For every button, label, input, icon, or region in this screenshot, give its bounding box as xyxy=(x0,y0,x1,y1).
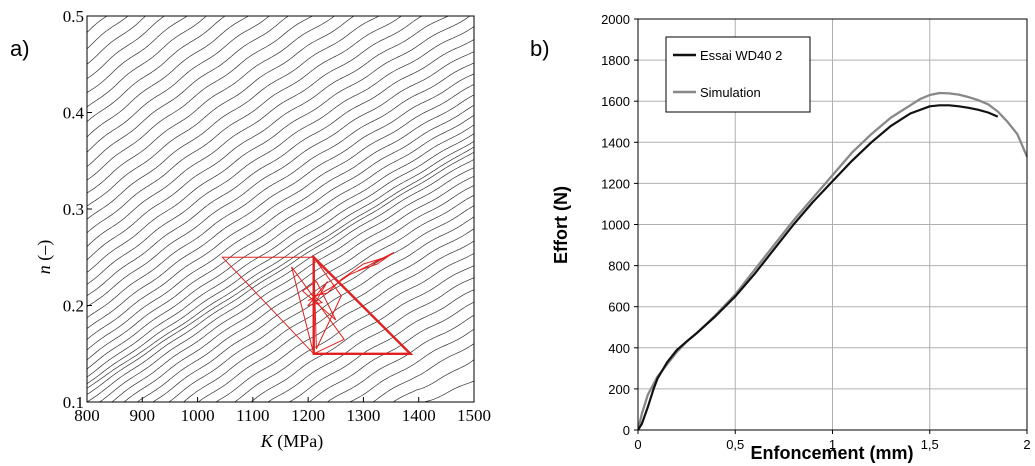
y-tick-label: 0.5 xyxy=(63,7,84,26)
y-tick-label: 1400 xyxy=(601,135,630,150)
contour-line xyxy=(87,16,313,181)
y-tick-label: 0.1 xyxy=(63,393,84,412)
contour-line xyxy=(198,228,474,402)
contour-line xyxy=(87,16,471,273)
contour-line xyxy=(183,216,474,402)
y-tick-label: 600 xyxy=(608,300,630,315)
contour-line xyxy=(87,104,474,361)
contour-line xyxy=(87,124,474,378)
x-tick-label: 1400 xyxy=(402,406,436,425)
contour-line xyxy=(87,16,108,33)
contour-line xyxy=(87,16,207,108)
y-tick-label: 2000 xyxy=(601,12,630,27)
x-axis-label-b: Enfoncement (mm) xyxy=(750,443,913,463)
panel-label-a: a) xyxy=(10,36,30,61)
line-chart-panel: 0 0,5 1 1,5 2 0 200 400 600 800 1000 1200 1400 1600 18… xyxy=(530,12,1031,463)
y-tick-label: 200 xyxy=(608,382,630,397)
contour-line xyxy=(87,51,474,307)
trajectory-path xyxy=(306,251,395,307)
y-tick-label: 1000 xyxy=(601,218,630,233)
x-tick-label: 0 xyxy=(634,437,641,452)
x-tick-label: 0,5 xyxy=(726,437,744,452)
y-tick-label: 800 xyxy=(608,259,630,274)
contour-line xyxy=(87,16,226,122)
contour-line xyxy=(87,16,335,194)
contour-line xyxy=(87,141,474,389)
y-tick-label: 1600 xyxy=(601,94,630,109)
contour-line xyxy=(87,151,474,402)
simplex-triangle xyxy=(221,256,315,356)
y-tick-label: 400 xyxy=(608,341,630,356)
contour-line xyxy=(111,167,474,402)
legend: Essai WD40 2 Simulation xyxy=(665,36,811,113)
y-tick-label: 0.2 xyxy=(63,297,84,316)
y-tick-label: 1200 xyxy=(601,176,630,191)
x-tick-label: 800 xyxy=(74,406,100,425)
contour-line xyxy=(87,73,474,329)
contour-line xyxy=(87,16,402,234)
contour-line xyxy=(99,159,474,402)
legend-box xyxy=(665,36,811,113)
x-tick-label: 1500 xyxy=(457,406,491,425)
contour-line xyxy=(87,115,474,370)
series-lines xyxy=(638,91,1029,431)
contour-lines xyxy=(87,16,474,402)
contour-line xyxy=(87,16,355,207)
simplex-triangle xyxy=(312,254,414,355)
x-tick-label: 1200 xyxy=(291,406,325,425)
contour-line xyxy=(215,240,474,402)
y-axis-label-unit: (–) xyxy=(34,240,55,261)
contour-line xyxy=(87,62,474,319)
panel-label-b: b) xyxy=(530,36,550,61)
contour-line xyxy=(327,314,474,402)
contour-ticks: 800 900 1000 1100 1200 1300 1400 1500 0.1 0.2 0.3 0… xyxy=(63,7,491,425)
contour-line xyxy=(87,16,270,153)
contour-line xyxy=(87,16,423,247)
y-tick-label: 0.4 xyxy=(63,104,85,123)
x-tick-label: 900 xyxy=(130,406,156,425)
x-axis-label-symbol: K xyxy=(260,431,274,451)
optimization-trajectory xyxy=(221,251,414,356)
contour-line xyxy=(349,328,474,402)
series-line-simulation xyxy=(638,91,1029,431)
contour-line xyxy=(87,84,474,340)
contour-panel: 800 900 1000 1100 1200 1300 1400 1500 0.1 0.2 0.3 0… xyxy=(10,7,491,452)
x-tick-label: 1100 xyxy=(236,406,269,425)
contour-line xyxy=(87,16,146,65)
x-tick-label: 1 xyxy=(829,437,836,452)
contour-line xyxy=(87,16,129,50)
x-tick-label: 1000 xyxy=(181,406,215,425)
x-axis-label-unit: (MPa) xyxy=(277,431,323,452)
series-line-essai xyxy=(638,104,999,431)
simplex-triangle xyxy=(313,255,342,350)
contour-line xyxy=(87,16,289,167)
contour-line xyxy=(87,146,474,395)
x-tick-label: 2 xyxy=(1023,437,1030,452)
contour-line xyxy=(152,194,474,402)
contour-line xyxy=(372,343,474,402)
legend-label-simulation: Simulation xyxy=(700,85,761,100)
contour-line xyxy=(123,175,474,402)
legend-label-essai: Essai WD40 2 xyxy=(700,48,782,63)
y-axis-label-a: n (–) xyxy=(34,240,55,275)
contour-line xyxy=(87,133,474,384)
y-axis-label-symbol: n xyxy=(34,265,54,274)
line-ticks: 0 0,5 1 1,5 2 0 200 400 600 800 1000 1200 1400 1600 18… xyxy=(601,12,1031,452)
y-tick-label: 1800 xyxy=(601,53,630,68)
x-tick-label: 1300 xyxy=(346,406,380,425)
y-axis-label-b: Effort (N) xyxy=(551,186,571,264)
contour-line xyxy=(87,94,474,351)
x-tick-label: 1,5 xyxy=(921,437,939,452)
y-tick-label: 0 xyxy=(623,423,630,438)
contour-line xyxy=(87,16,165,79)
contour-line xyxy=(87,39,474,296)
x-axis-label-a: K (MPa) xyxy=(260,431,324,452)
contour-line xyxy=(87,16,188,93)
y-tick-label: 0.3 xyxy=(63,200,84,219)
simplex-triangle xyxy=(301,280,337,321)
